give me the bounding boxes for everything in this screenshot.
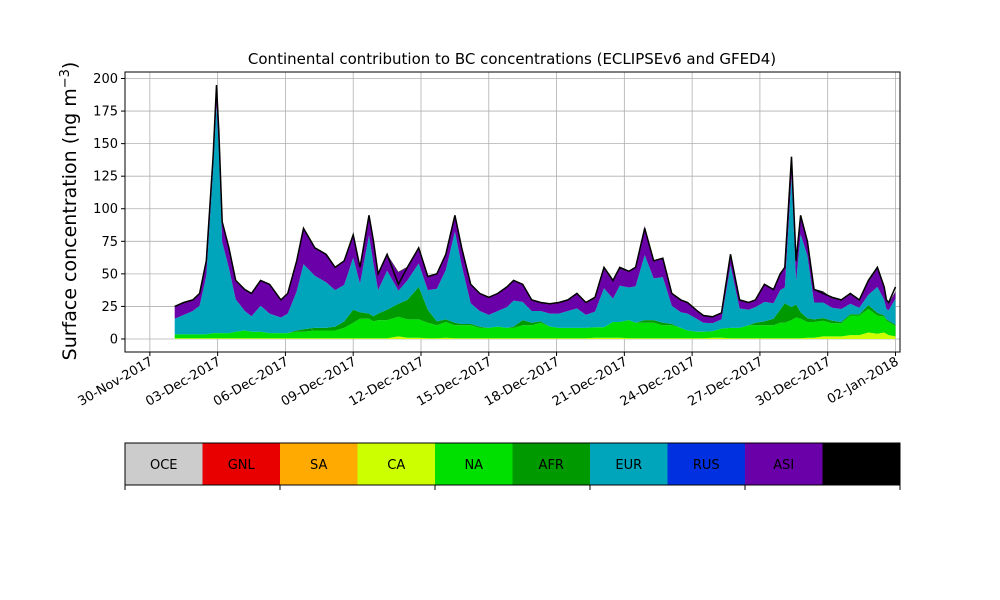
x-tick-label: 24-Dec-2017 bbox=[618, 354, 698, 409]
y-tick-label: 100 bbox=[93, 202, 118, 217]
legend-swatch-asi bbox=[745, 443, 823, 485]
y-tick-label: 0 bbox=[110, 332, 118, 347]
legend-swatch-gnl bbox=[202, 443, 280, 485]
x-tick-label: 21-Dec-2017 bbox=[550, 354, 630, 409]
plot-frame bbox=[124, 71, 901, 353]
legend-swatch-oce bbox=[125, 443, 203, 485]
legend-label-na: NA bbox=[464, 458, 483, 473]
x-tick-label: 03-Dec-2017 bbox=[143, 354, 223, 409]
legend-label-asi: ASI bbox=[773, 458, 794, 473]
legend-label-sa: SA bbox=[310, 458, 327, 473]
stacked-areas bbox=[174, 84, 897, 339]
legend-swatch-na bbox=[435, 443, 513, 485]
x-tick-label: 18-Dec-2017 bbox=[482, 354, 562, 409]
x-tick-label: 02-Jan-2018 bbox=[825, 354, 902, 407]
x-tick-label: 06-Dec-2017 bbox=[211, 354, 291, 409]
area-na bbox=[174, 309, 896, 339]
colorbar-legend: OCE GNL SA CA NA AFR EUR RUS ASI AUS bbox=[124, 442, 901, 490]
y-tick-label: 150 bbox=[93, 137, 118, 152]
area-asi bbox=[174, 85, 896, 324]
y-axis-label-exponent: −3 bbox=[58, 69, 73, 88]
legend-frame bbox=[124, 442, 901, 486]
legend-swatch-ca bbox=[357, 443, 435, 485]
y-tick-label: 50 bbox=[101, 267, 118, 282]
y-axis-label-main: Surface concentration (ng m bbox=[59, 88, 81, 360]
legend-swatch-eur bbox=[590, 443, 668, 485]
legend-label-gnl: GNL bbox=[228, 458, 256, 473]
legend-label-afr: AFR bbox=[539, 458, 564, 473]
legend-label-oce: OCE bbox=[150, 458, 178, 473]
area-ca bbox=[174, 332, 896, 339]
x-tick-label: 30-Nov-2017 bbox=[76, 354, 156, 409]
y-tick-label: 200 bbox=[93, 72, 118, 87]
legend-swatch-rus bbox=[667, 443, 745, 485]
y-tick-label: 125 bbox=[93, 170, 118, 185]
total-line bbox=[174, 84, 897, 318]
x-tick-label: 15-Dec-2017 bbox=[414, 354, 494, 409]
y-axis-label: Surface concentration (ng m−3) bbox=[58, 62, 81, 361]
x-tick-label: 27-Dec-2017 bbox=[686, 354, 766, 409]
legend-label-rus: RUS bbox=[693, 458, 720, 473]
y-tick-label: 25 bbox=[101, 300, 118, 315]
legend-swatch-afr bbox=[512, 443, 590, 485]
y-tick-label: 175 bbox=[93, 105, 118, 120]
chart-title: Continental contribution to BC concentra… bbox=[248, 50, 776, 68]
legend-swatch-sa bbox=[280, 443, 358, 485]
legend-label-ca: CA bbox=[387, 458, 405, 473]
area-eur bbox=[174, 105, 896, 335]
y-tick-label: 75 bbox=[101, 235, 118, 250]
x-tick-label: 30-Dec-2017 bbox=[753, 354, 833, 409]
x-tick-label: 12-Dec-2017 bbox=[347, 354, 427, 409]
y-axis-label-close: ) bbox=[59, 62, 81, 69]
legend-label-aus: AUS bbox=[848, 458, 875, 473]
x-tick-label: 09-Dec-2017 bbox=[279, 354, 359, 409]
legend-swatch-aus bbox=[822, 443, 900, 485]
legend-label-eur: EUR bbox=[615, 458, 642, 473]
